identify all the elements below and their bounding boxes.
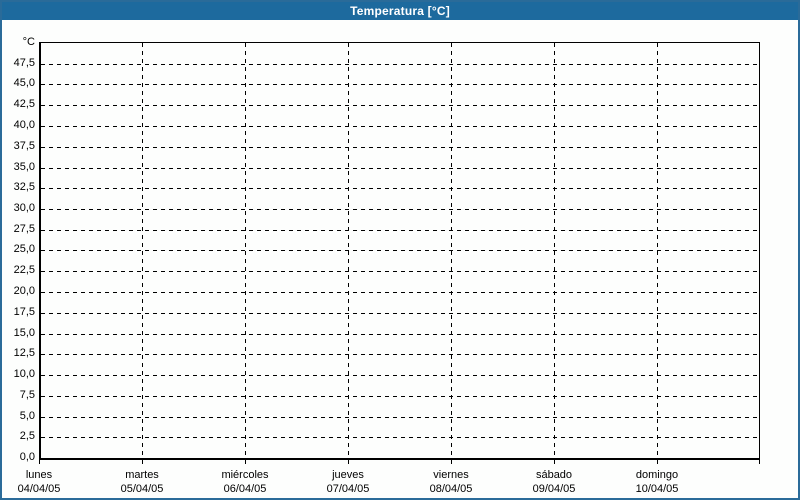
x-day-label: sábado (535, 469, 573, 481)
y-tick-label: 37,5 (13, 140, 35, 152)
h-gridline (41, 271, 759, 272)
x-axis-tick (759, 460, 760, 464)
x-axis-tick (245, 460, 246, 464)
x-date-label: 07/04/05 (326, 483, 370, 495)
v-gridline (245, 43, 246, 458)
h-gridline (41, 437, 759, 438)
h-gridline (41, 64, 759, 65)
y-tick-label: 27,5 (13, 223, 35, 235)
x-date-label: 08/04/05 (429, 483, 473, 495)
x-axis-tick (39, 460, 40, 464)
v-gridline (451, 43, 452, 458)
y-axis-unit-label: °C (22, 36, 35, 48)
x-day-label: jueves (332, 469, 364, 481)
y-tick-label: 45,0 (13, 77, 35, 89)
x-day-label: miércoles (221, 469, 269, 481)
plot-frame (39, 42, 760, 460)
h-gridline (41, 375, 759, 376)
h-gridline (41, 126, 759, 127)
x-day-label: martes (125, 469, 159, 481)
window-titlebar: Temperatura [°C] (2, 2, 798, 20)
y-tick-label: 42,5 (13, 98, 35, 110)
x-date-label: 09/04/05 (532, 483, 576, 495)
h-gridline (41, 250, 759, 251)
window-title: Temperatura [°C] (350, 4, 450, 18)
h-gridline (41, 168, 759, 169)
y-tick-label: 10,0 (13, 368, 35, 380)
y-tick-label: 22,5 (13, 264, 35, 276)
x-date-label: 04/04/05 (17, 483, 61, 495)
h-gridline (41, 292, 759, 293)
y-tick-label: 20,0 (13, 285, 35, 297)
x-axis-tick (348, 460, 349, 464)
v-gridline (348, 43, 349, 458)
h-gridline (41, 313, 759, 314)
x-axis-tick (657, 460, 658, 464)
x-day-label: lunes (25, 469, 53, 481)
y-tick-label: 35,0 (13, 161, 35, 173)
x-axis-tick (451, 460, 452, 464)
h-gridline (41, 396, 759, 397)
h-gridline (41, 188, 759, 189)
h-gridline (41, 354, 759, 355)
v-gridline (142, 43, 143, 458)
x-axis-tick (554, 460, 555, 464)
y-tick-label: 15,0 (13, 327, 35, 339)
v-gridline (554, 43, 555, 458)
x-day-label: viernes (433, 469, 469, 481)
v-gridline (657, 43, 658, 458)
y-tick-label: 47,5 (13, 57, 35, 69)
h-gridline (41, 334, 759, 335)
y-tick-label: 2,5 (19, 430, 35, 442)
y-tick-label: 30,0 (13, 202, 35, 214)
y-tick-label: 40,0 (13, 119, 35, 131)
x-axis-tick (142, 460, 143, 464)
x-day-label: domingo (635, 469, 679, 481)
y-tick-label: 5,0 (19, 410, 35, 422)
y-tick-label: 7,5 (19, 389, 35, 401)
h-gridline (41, 417, 759, 418)
y-tick-label: 17,5 (13, 306, 35, 318)
y-tick-label: 0,0 (19, 451, 35, 463)
y-tick-label: 12,5 (13, 347, 35, 359)
x-date-label: 10/04/05 (635, 483, 679, 495)
h-gridline (41, 84, 759, 85)
x-date-label: 05/04/05 (120, 483, 164, 495)
h-gridline (41, 105, 759, 106)
x-date-label: 06/04/05 (223, 483, 267, 495)
h-gridline (41, 230, 759, 231)
h-gridline (41, 147, 759, 148)
y-tick-label: 32,5 (13, 181, 35, 193)
y-tick-label: 25,0 (13, 243, 35, 255)
h-gridline (41, 209, 759, 210)
